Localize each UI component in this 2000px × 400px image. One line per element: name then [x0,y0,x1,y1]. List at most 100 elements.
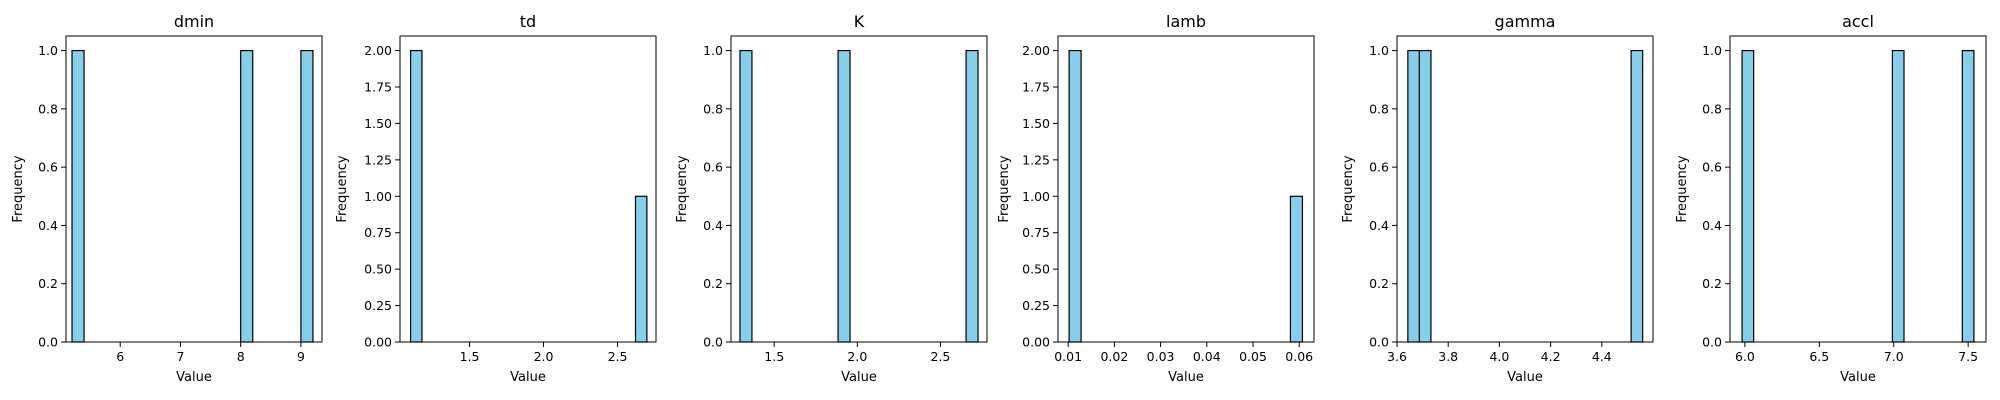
y-tick-label: 1.00 [364,189,392,204]
axes-frame [65,35,323,343]
histogram-bar [1630,49,1644,343]
y-axis-label: Frequency [1341,155,1356,222]
x-tick-label: 9 [297,349,305,364]
y-tick-label: 2.00 [364,43,392,58]
chart-title: lamb [1166,12,1206,31]
x-tick-label: 0.05 [1239,349,1267,364]
y-tick-label: 0.00 [1022,335,1050,350]
y-tick-label: 0.6 [1702,160,1722,175]
x-axis-label: Value [841,370,877,385]
y-tick-label: 0.4 [703,218,723,233]
y-tick-label: 1.25 [1022,152,1050,167]
histogram-panel-gamma: 3.6 3.8 4.0 4.2 4.4 0.0 0.2 0.4 0.6 0.8 1.0 gamma Va… [1341,12,1654,385]
histogram-bar [837,49,851,343]
x-axis-label: Value [1168,370,1204,385]
histogram-panel-lamb: 0.01 0.02 0.03 0.04 0.05 0.06 0.00 0.25 0.50 0.75… [997,12,1315,385]
y-tick-label: 1.25 [364,152,392,167]
x-tick-label: 6 [116,349,124,364]
y-tick-label: 1.0 [38,43,58,58]
y-tick-label: 0.2 [38,276,58,291]
y-tick-label: 1.0 [703,43,723,58]
y-tick-label: 0.75 [1022,225,1050,240]
x-tick-label: 0.01 [1054,349,1082,364]
x-axis-label: Value [510,370,546,385]
y-tick-label: 0.6 [1369,160,1389,175]
y-axis-label: Frequency [997,155,1012,222]
histogram-panel-td: 1.5 2.0 2.5 0.00 0.25 0.50 0.75 1.00 1.25 1.50 1.7… [335,12,657,385]
x-tick-label: 0.02 [1100,349,1128,364]
y-tick-label: 0.6 [38,160,58,175]
y-axis-label: Frequency [335,155,350,222]
y-tick-label: 0.2 [1702,276,1722,291]
histogram-bar [634,195,648,343]
y-tick-label: 0.25 [364,298,392,313]
histogram-bar [1741,49,1755,343]
histogram-bar [1961,49,1975,343]
y-tick-label: 1.0 [1369,43,1389,58]
x-tick-label: 6.5 [1809,349,1829,364]
y-tick-label: 0.8 [1702,101,1722,116]
histogram-bar [1289,195,1304,343]
axes-frame [399,35,657,343]
x-tick-label: 2.0 [534,349,554,364]
chart-title: dmin [174,12,214,31]
chart-title: K [854,12,865,31]
x-tick-label: 1.5 [764,349,784,364]
x-tick-label: 1.5 [460,349,480,364]
x-axis-label: Value [1507,370,1543,385]
histogram-panel-accl: 6.0 6.5 7.0 7.5 0.0 0.2 0.4 0.6 0.8 1.0 accl Value F… [1675,12,1987,385]
y-tick-label: 0.00 [364,335,392,350]
axes-frame [730,35,988,343]
histogram-bar [300,49,314,343]
y-tick-label: 0.8 [703,101,723,116]
y-tick-label: 1.50 [364,116,392,131]
chart-title: accl [1842,12,1874,31]
x-tick-label: 6.0 [1735,349,1755,364]
x-tick-label: 4.2 [1541,349,1561,364]
y-tick-label: 0.0 [38,335,58,350]
y-tick-label: 0.0 [703,335,723,350]
y-axis-label: Frequency [1675,155,1690,222]
x-tick-label: 2.0 [847,349,867,364]
y-tick-label: 0.4 [1369,218,1389,233]
x-tick-label: 3.8 [1438,349,1458,364]
y-axis-label: Frequency [11,155,26,222]
y-tick-label: 0.0 [1369,335,1389,350]
x-tick-label: 0.06 [1285,349,1313,364]
y-tick-label: 1.75 [364,80,392,95]
x-tick-label: 8 [237,349,245,364]
y-tick-label: 0.6 [703,160,723,175]
y-tick-label: 0.4 [38,218,58,233]
y-tick-label: 0.2 [1369,276,1389,291]
y-tick-label: 0.50 [364,262,392,277]
y-tick-label: 0.8 [38,101,58,116]
y-tick-label: 0.2 [703,276,723,291]
y-tick-label: 0.25 [1022,298,1050,313]
chart-title: gamma [1495,12,1556,31]
chart-title: td [520,12,536,31]
x-tick-label: 0.03 [1147,349,1175,364]
histogram-panel-dmin: 6 7 8 9 0.0 0.2 0.4 0.6 0.8 1.0 dmin Value Frequency [11,12,323,385]
histogram-bar [965,49,979,343]
axes-frame [1396,35,1654,343]
y-tick-label: 0.4 [1702,218,1722,233]
x-tick-label: 3.6 [1387,349,1407,364]
y-tick-label: 1.00 [1022,189,1050,204]
axes-frame [1057,35,1315,343]
y-tick-label: 0.0 [1702,335,1722,350]
x-tick-label: 4.4 [1592,349,1612,364]
y-tick-label: 2.00 [1022,43,1050,58]
x-axis-label: Value [1840,370,1876,385]
histogram-bar [739,49,753,343]
histogram-bar [409,49,423,343]
histogram-panel-K: 1.5 2.0 2.5 0.0 0.2 0.4 0.6 0.8 1.0 K Value Frequen… [675,12,988,385]
y-tick-label: 1.75 [1022,80,1050,95]
y-tick-label: 0.8 [1369,101,1389,116]
x-tick-label: 7.5 [1958,349,1978,364]
histogram-bar [1068,49,1082,343]
x-axis-label: Value [176,370,212,385]
y-tick-label: 0.75 [364,225,392,240]
histogram-bar [1418,49,1432,343]
histogram-bar [240,49,254,343]
